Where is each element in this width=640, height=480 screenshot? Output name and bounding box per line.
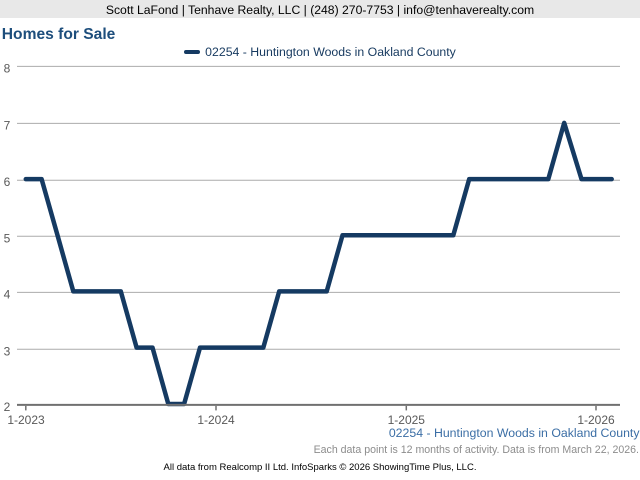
svg-text:2: 2	[4, 400, 11, 414]
svg-text:4: 4	[4, 287, 11, 301]
svg-text:3: 3	[4, 344, 11, 358]
svg-text:6: 6	[4, 175, 11, 189]
svg-text:8: 8	[4, 61, 11, 75]
svg-text:7: 7	[4, 118, 11, 132]
svg-text:1-2025: 1-2025	[388, 413, 426, 427]
svg-text:5: 5	[4, 231, 11, 245]
svg-text:1-2024: 1-2024	[197, 413, 235, 427]
svg-text:1-2023: 1-2023	[7, 413, 45, 427]
svg-text:1-2026: 1-2026	[577, 413, 615, 427]
